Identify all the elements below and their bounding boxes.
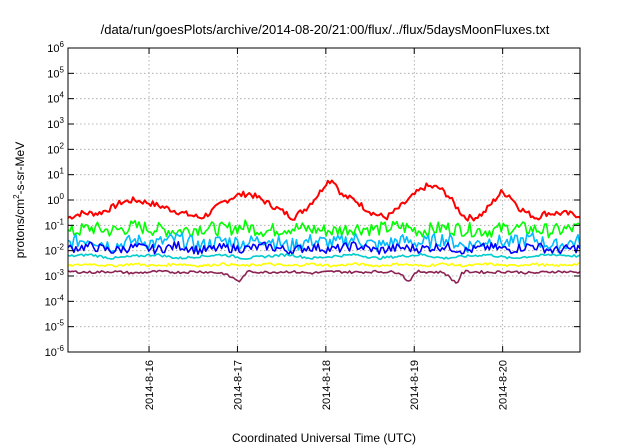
y-tick-label: 101 <box>47 167 64 182</box>
y-tick-label: 106 <box>47 40 64 55</box>
series-line <box>67 179 581 222</box>
series-line <box>67 232 581 254</box>
x-tick-label: 2014-8-16 <box>144 360 156 410</box>
series-line <box>67 241 581 256</box>
chart-title: /data/run/goesPlots/archive/2014-08-20/2… <box>101 22 550 37</box>
x-axis-label: Coordinated Universal Time (UTC) <box>232 431 416 445</box>
y-tick-label: 103 <box>47 116 64 131</box>
y-tick-label: 105 <box>47 65 64 80</box>
x-tick-label: 2014-8-17 <box>232 360 244 410</box>
y-tick-label: 10-4 <box>45 293 65 308</box>
x-tick-label: 2014-8-18 <box>321 360 333 410</box>
y-tick-label: 102 <box>47 141 64 156</box>
series-line <box>67 219 581 239</box>
y-tick-label: 104 <box>47 91 64 106</box>
y-tick-label: 10-5 <box>45 319 65 334</box>
y-axis-label: protons/cm2-s-sr-MeV <box>12 142 27 258</box>
y-tick-label: 10-3 <box>45 268 65 283</box>
x-tick-label: 2014-8-20 <box>498 360 510 410</box>
y-tick-label: 10-1 <box>45 217 65 232</box>
series-line <box>67 269 581 284</box>
y-tick-label: 10-6 <box>45 344 65 359</box>
x-tick-label: 2014-8-19 <box>409 360 421 410</box>
y-tick-label: 10-2 <box>45 243 65 258</box>
series-line <box>67 261 581 268</box>
y-tick-label: 100 <box>47 192 64 207</box>
series-line <box>67 252 581 260</box>
